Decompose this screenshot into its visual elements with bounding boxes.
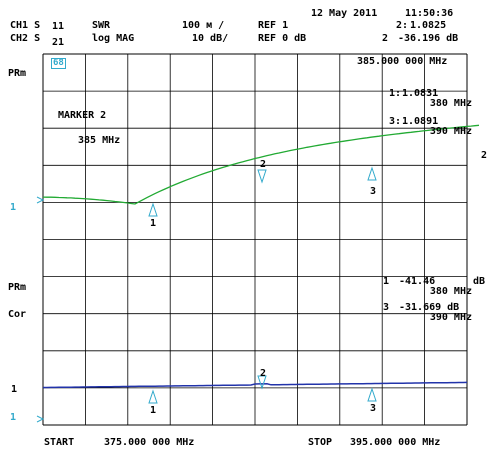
lower-ref-tick: 1 [10, 412, 17, 423]
lower-marker-1-triangle [148, 389, 158, 404]
lower-trace-label-3: 3 [370, 403, 377, 414]
upper-side-label: PRm [8, 68, 27, 79]
graticule [36, 53, 468, 426]
upper-ref-tick: 1 [10, 202, 17, 213]
ch2-scale: 10 dB/ [192, 33, 229, 44]
ch1-swr-trace [42, 124, 480, 205]
ch1-label: CH1 S [10, 20, 41, 31]
date: 12 May 2011 [311, 8, 378, 19]
correction-label: Cor [8, 309, 27, 320]
upper-marker-2-triangle [257, 169, 267, 184]
ch2-ref: REF 0 dB [258, 33, 307, 44]
ch1-ref: REF 1 [258, 20, 289, 31]
lower-marker1-value: -41.46 [399, 276, 436, 287]
upper-marker3-freq: 390 MHz [429, 126, 472, 137]
upper-marker1-id: 1: [389, 88, 402, 99]
ch2-marker-number: 2 [382, 33, 389, 44]
upper-marker-1-triangle [148, 202, 158, 217]
ch1-format: SWR [92, 20, 111, 31]
marker-title: MARKER 2 [58, 110, 107, 121]
lower-marker1-unit: dB [473, 276, 486, 287]
upper-trace-label-2: 2 [260, 159, 267, 170]
upper-marker-3-triangle [367, 166, 377, 181]
lower-marker-2-triangle [257, 375, 267, 390]
marker-triangles [148, 166, 377, 404]
stop-label: STOP [308, 437, 333, 448]
stop-frequency: 395.000 000 MHz [350, 437, 441, 448]
ch1-scale: 100 м / [182, 20, 225, 31]
ch2-logmag-trace [43, 381, 468, 389]
start-label: START [44, 437, 75, 448]
ch2-param: 21 [52, 37, 65, 48]
marker-frequency: 385 MHz [78, 135, 121, 146]
lower-trace-label-2: 2 [260, 368, 267, 379]
upper-marker1-freq: 380 MHz [429, 98, 472, 109]
lower-marker3-freq: 390 MHz [429, 312, 472, 323]
lower-marker1-freq: 380 MHz [429, 286, 472, 297]
lower-marker3-id: 3 [383, 302, 390, 313]
upper-marker3-value: 1.0891 [402, 116, 439, 127]
ch1-marker-number: 2: [396, 20, 409, 31]
lower-trace-label-1: 1 [150, 405, 157, 416]
upper-trace-end-label: 2 [481, 150, 488, 161]
ch1-marker-value: 1.0825 [410, 20, 447, 31]
ch2-label: CH2 S [10, 33, 41, 44]
lower-marker3-value: -31.669 dB [399, 302, 460, 313]
upper-trace-label-1: 1 [150, 218, 157, 229]
ch2-format: log MAG [92, 33, 135, 44]
upper-ref-pointer [36, 196, 45, 204]
active-marker-frequency: 385.000 000 MHz [357, 56, 448, 67]
ch1-param: 11 [52, 21, 65, 32]
lower-ref-pointer [36, 415, 45, 423]
start-frequency: 375.000 000 MHz [104, 437, 195, 448]
lower-left-label: 1 [11, 384, 18, 395]
upper-marker3-id: 3: [389, 116, 402, 127]
lower-side-label: PRm [8, 282, 27, 293]
ch2-marker-value: -36.196 dB [398, 33, 459, 44]
upper-trace-label-3: 3 [370, 186, 377, 197]
upper-marker1-value: 1.0831 [402, 88, 439, 99]
lower-marker1-id: 1 [383, 276, 390, 287]
lower-marker-3-triangle [367, 387, 377, 402]
time: 11:50:36 [405, 8, 454, 19]
channel-box-glyph: 68 [51, 58, 66, 69]
